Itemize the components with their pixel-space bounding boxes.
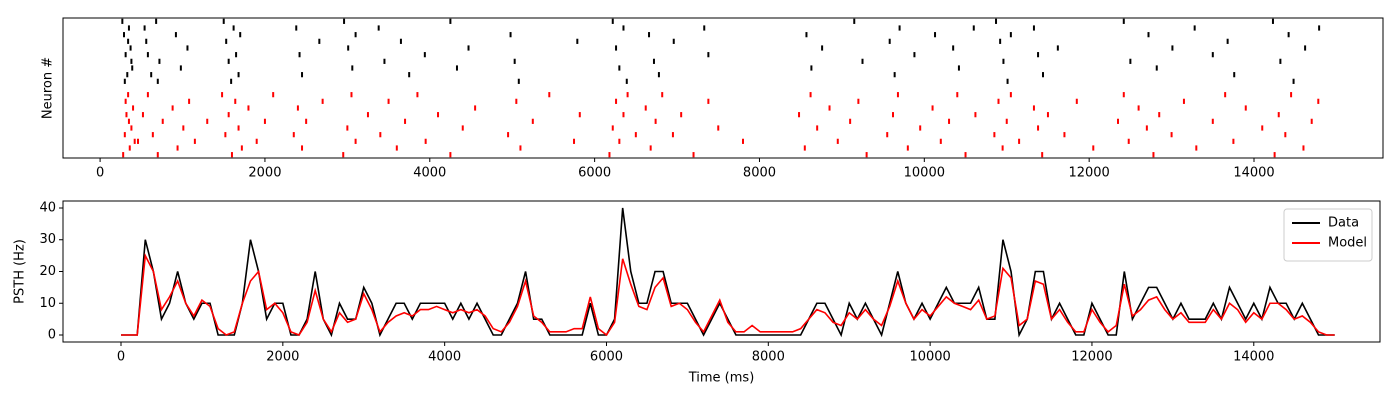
x-tick-label: 8000 xyxy=(752,350,785,365)
x-tick-label: 8000 xyxy=(743,166,776,181)
y-tick-label: 30 xyxy=(39,232,56,247)
x-tick-label: 6000 xyxy=(590,350,623,365)
axes-frame xyxy=(62,200,1381,343)
x-tick-label: 0 xyxy=(96,166,104,181)
x-tick-label: 14000 xyxy=(1233,166,1274,181)
x-tick-label: 12000 xyxy=(1068,166,1109,181)
x-axis-label: Time (ms) xyxy=(688,371,755,386)
psth-line xyxy=(121,252,1335,337)
x-tick-label: 10000 xyxy=(904,166,945,181)
y-axis-label: Neuron # xyxy=(41,57,56,119)
x-tick-label: 4000 xyxy=(428,350,461,365)
x-tick-label: 14000 xyxy=(1233,350,1274,365)
y-tick-label: 20 xyxy=(39,264,56,279)
x-tick-label: 10000 xyxy=(909,350,950,365)
y-axis-label: PSTH (Hz) xyxy=(13,239,28,304)
x-tick-label: 2000 xyxy=(248,166,281,181)
x-tick-label: 12000 xyxy=(1071,350,1112,365)
y-tick-label: 0 xyxy=(48,328,56,343)
x-tick-label: 0 xyxy=(117,350,125,365)
legend-label: Model xyxy=(1328,236,1367,251)
axes-frame xyxy=(62,17,1384,159)
y-tick-label: 10 xyxy=(39,296,56,311)
legend-label: Data xyxy=(1328,216,1359,231)
y-tick-label: 40 xyxy=(39,200,56,215)
x-tick-label: 4000 xyxy=(413,166,446,181)
x-tick-label: 6000 xyxy=(578,166,611,181)
x-tick-label: 2000 xyxy=(266,350,299,365)
psth-line xyxy=(121,207,1335,338)
